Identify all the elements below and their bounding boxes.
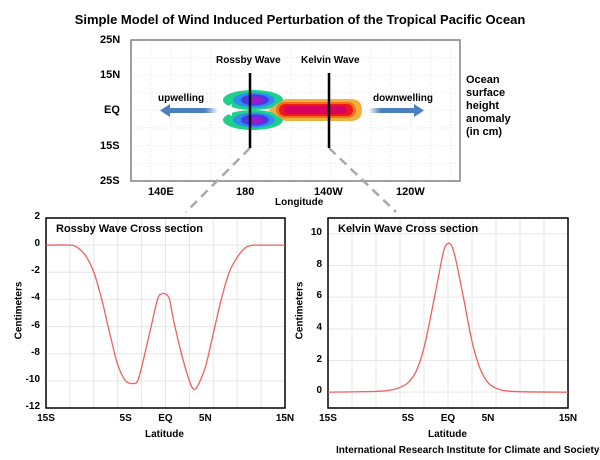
rossby-lobe-core xyxy=(249,116,263,124)
y-tick-label: -4 xyxy=(31,292,40,304)
rossby-xlabel: Latitude xyxy=(145,429,184,440)
series-line-kelvin xyxy=(327,242,569,393)
map-grid xyxy=(131,40,460,182)
legend-line: Ocean xyxy=(466,74,500,86)
rossby-notch xyxy=(220,104,232,116)
kelvin-connector-line xyxy=(328,147,397,213)
kelvin-band-core xyxy=(284,106,347,114)
x-tick-label: 15N xyxy=(275,413,295,424)
y-tick-label: 6 xyxy=(316,290,322,302)
rossby-chart-title: Rossby Wave Cross section xyxy=(56,223,203,235)
kelvin-chart xyxy=(327,217,569,409)
legend-line: anomaly xyxy=(466,113,511,125)
y-tick-label: -10 xyxy=(25,373,40,385)
map-frame xyxy=(130,39,461,182)
y-tick-label: 10 xyxy=(310,226,322,238)
series-line-rossby xyxy=(45,244,285,391)
x-tick-label: EQ xyxy=(158,413,173,424)
y-tick-label: 4 xyxy=(316,321,322,333)
y-tick-label: 0 xyxy=(34,238,40,250)
y-tick-label: 0 xyxy=(316,385,322,397)
kelvin-wave-label: Kelvin Wave xyxy=(301,55,360,66)
rossby-lobe-core xyxy=(249,96,263,104)
rossby-wave-anomaly xyxy=(220,90,283,130)
x-tick-label: 5S xyxy=(401,413,415,424)
y-tick-label: -12 xyxy=(25,401,40,412)
map-xtick-label: 120W xyxy=(396,186,425,198)
plot-frame xyxy=(327,217,569,409)
map-ytick-label: 15S xyxy=(100,140,120,152)
rossby-wave-label: Rossby Wave xyxy=(216,55,281,66)
map-xtick-label: 140E xyxy=(148,186,174,198)
kelvin-wave-anomaly xyxy=(268,99,362,121)
rossby-connector-line xyxy=(185,147,251,213)
kelvin-ylabel: Centimeters xyxy=(294,281,306,340)
upwelling-arrow-icon xyxy=(160,104,218,117)
map-legend-label: Ocean surface height anomaly (in cm) xyxy=(466,74,511,139)
map-xtick-label: 140W xyxy=(314,186,343,198)
rossby-chart xyxy=(45,217,286,409)
map-ytick-label: 25N xyxy=(100,34,121,46)
x-tick-label: 5N xyxy=(198,413,212,424)
main-title: Simple Model of Wind Induced Perturbatio… xyxy=(74,12,526,27)
map-ytick-label: 25S xyxy=(100,175,120,187)
y-tick-label: -8 xyxy=(31,346,40,358)
y-tick-label: -2 xyxy=(31,265,40,277)
upwelling-label: upwelling xyxy=(158,93,205,104)
map-ytick-label: EQ xyxy=(104,104,120,116)
map-xlabel: Longitude xyxy=(275,197,324,208)
legend-line: height xyxy=(466,100,499,112)
y-tick-label: -6 xyxy=(31,319,40,331)
map-ytick-label: 15N xyxy=(100,69,121,81)
y-tick-label: 2 xyxy=(34,211,40,222)
x-tick-label: 15S xyxy=(37,413,55,424)
plot-frame xyxy=(45,217,286,409)
credit-text: International Research Institute for Cli… xyxy=(336,445,600,456)
x-tick-label: 15S xyxy=(319,413,337,424)
rossby-ylabel: Centimeters xyxy=(13,281,25,340)
x-tick-label: 5S xyxy=(119,413,132,424)
downwelling-arrow-icon xyxy=(369,104,424,117)
y-tick-label: 8 xyxy=(316,258,322,270)
y-tick-label: 2 xyxy=(316,353,322,365)
map-xtick-label: 180 xyxy=(236,186,255,198)
map-panel xyxy=(130,39,461,213)
legend-line: (in cm) xyxy=(466,126,503,138)
kelvin-xlabel: Latitude xyxy=(428,429,467,440)
x-tick-label: 15N xyxy=(558,413,578,424)
x-tick-label: 5N xyxy=(481,413,495,424)
kelvin-chart-title: Kelvin Wave Cross section xyxy=(338,223,479,235)
legend-line: surface xyxy=(466,87,506,99)
downwelling-label: downwelling xyxy=(373,93,433,104)
x-tick-label: EQ xyxy=(440,413,456,424)
